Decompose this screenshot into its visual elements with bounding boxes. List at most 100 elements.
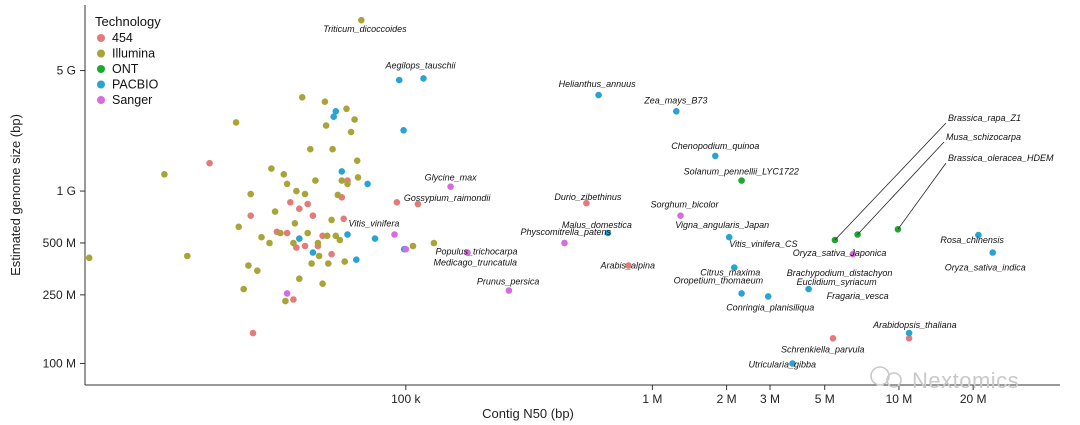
point-label: Fragaria_vesca: [827, 291, 889, 301]
watermark-logo: [870, 366, 902, 388]
data-point-illumina: [85, 254, 93, 262]
y-tick-label: 5 G: [57, 64, 76, 78]
data-point-illumina: [430, 239, 438, 247]
data-point-illumina: [245, 262, 252, 269]
annotation-leader-line: [834, 122, 947, 241]
data-point-pacbio: [330, 113, 338, 120]
data-point-illumina: [312, 177, 319, 184]
point-label: Conringia_planisiliqua: [726, 302, 814, 312]
data-point-454: [247, 212, 254, 219]
data-point-454: [583, 199, 590, 207]
data-point-pacbio: [400, 127, 407, 134]
data-point-illumina: [329, 145, 336, 153]
point-label: Arabidopsis_thaliana: [872, 320, 957, 330]
y-tick-label: 1 G: [57, 184, 76, 198]
data-point-illumina: [308, 260, 315, 267]
legend-title: Technology: [95, 14, 161, 29]
point-label: Durio_zibethinus: [554, 192, 622, 202]
x-axis-title: Contig N50 (bp): [482, 406, 574, 421]
point-label: Vitis_vinifera: [349, 219, 400, 229]
data-point-illumina: [332, 232, 340, 240]
data-point-illumina: [296, 275, 303, 283]
data-point-454: [283, 229, 291, 237]
data-point-illumina: [409, 242, 417, 250]
point-label: Medicago_truncatula: [434, 258, 518, 268]
data-point-sanger: [402, 245, 410, 253]
annotation-leader-line: [857, 141, 945, 235]
point-label: Musa_schizocarpa: [946, 132, 1021, 142]
data-point-454: [414, 200, 422, 208]
data-point-pacbio: [309, 249, 317, 256]
y-axis-title: Estimated genome size (bp): [8, 114, 23, 276]
point-label: Populus_trichocarpa: [436, 247, 518, 257]
data-point-454: [340, 215, 348, 223]
data-point-pacbio: [725, 233, 733, 241]
data-point-454: [905, 335, 913, 342]
data-point-illumina: [161, 171, 168, 178]
data-point-pacbio: [789, 360, 796, 367]
data-point-pacbio: [989, 249, 996, 256]
data-point-illumina: [325, 260, 332, 267]
data-point-sanger: [464, 249, 471, 256]
data-point-454: [328, 250, 335, 258]
legend-label-pacbio: PACBIO: [112, 78, 159, 92]
point-label: Vitis_vinifera_CS: [729, 239, 797, 249]
data-point-pacbio: [296, 235, 303, 242]
data-point-pacbio: [712, 152, 719, 160]
legend-swatch-illumina: [97, 49, 105, 58]
data-point-illumina: [354, 174, 362, 181]
data-point-illumina: [328, 216, 335, 224]
data-point-454: [296, 205, 303, 212]
data-point-sanger: [505, 287, 513, 294]
data-point-illumina: [282, 297, 289, 305]
data-point-pacbio: [371, 235, 379, 242]
data-point-sanger: [447, 183, 454, 190]
point-label: Euclidium_syriacum: [797, 277, 878, 287]
data-point-illumina: [315, 252, 323, 260]
data-point-illumina: [253, 267, 261, 275]
point-label: Solanum_pennellii_LYC1722: [684, 167, 799, 177]
legend-label-ont: ONT: [112, 62, 139, 76]
y-tick-label: 500 M: [43, 236, 76, 250]
data-point-pacbio: [764, 293, 772, 300]
axes: 100 k 1 M 2 M 3 M 5 M 10 M 20 M 100 M 250 M 500 M…: [43, 5, 1060, 406]
data-points: [85, 16, 996, 367]
data-point-454: [287, 199, 294, 206]
data-point-454: [290, 296, 297, 303]
point-label: Glycine_max: [425, 173, 478, 183]
annotation-leader-line: [897, 162, 947, 230]
x-tick-label: 1 M: [642, 392, 662, 406]
point-label: Oryza_sativa_indica: [945, 263, 1026, 273]
data-point-pacbio: [353, 256, 360, 264]
data-point-illumina: [322, 122, 330, 129]
legend-label-454: 454: [112, 31, 133, 45]
data-point-pacbio: [332, 108, 340, 115]
point-label: Oryza_sativa_Japonica: [793, 248, 887, 258]
data-point-454: [309, 212, 317, 219]
legend-swatch-454: [97, 34, 105, 42]
data-point-454: [393, 199, 401, 206]
point-label: Brassica_rapa_Z1: [948, 113, 1021, 123]
y-tick-label: 100 M: [43, 356, 76, 370]
data-point-sanger: [677, 212, 684, 219]
data-point-illumina: [240, 285, 247, 293]
data-point-454: [625, 262, 632, 269]
watermark-text: Nextomics: [912, 368, 1019, 393]
data-point-pacbio: [805, 285, 812, 293]
x-tick-label: 10 M: [886, 392, 913, 406]
data-point-sanger: [849, 250, 857, 258]
data-point-illumina: [280, 171, 288, 178]
data-point-454: [319, 232, 326, 240]
data-point-illumina: [235, 223, 242, 231]
data-point-illumina: [304, 229, 312, 237]
point-label: Gossypium_raimondii: [404, 193, 492, 203]
data-point-illumina: [283, 180, 291, 188]
data-point-illumina: [323, 232, 331, 240]
legend-label-illumina: Illumina: [112, 47, 155, 61]
data-point-pacbio: [344, 231, 351, 238]
data-point-illumina: [258, 233, 265, 241]
legend-swatch-ont: [97, 65, 105, 73]
x-tick-label: 20 M: [960, 392, 987, 406]
data-point-illumina: [336, 236, 344, 244]
